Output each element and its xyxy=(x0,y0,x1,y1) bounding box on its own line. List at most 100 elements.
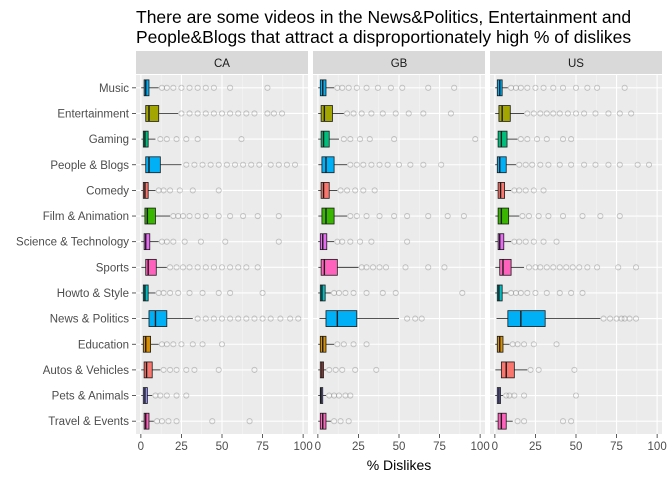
box-iqr xyxy=(148,310,168,327)
outlier-point xyxy=(194,110,201,117)
chart-title-line-2: People&Blogs that attract a disproportio… xyxy=(136,27,631,47)
outlier-point xyxy=(645,161,653,168)
x-tick-label: 50 xyxy=(216,441,229,453)
outlier-point xyxy=(227,110,234,117)
outlier-point xyxy=(420,161,427,168)
box-iqr xyxy=(145,105,160,122)
outlier-point xyxy=(517,84,524,91)
outlier-point xyxy=(358,264,365,271)
box-iqr xyxy=(143,412,150,430)
outlier-point xyxy=(189,187,196,194)
outlier-point xyxy=(516,238,523,245)
outlier-point xyxy=(173,264,180,271)
x-tick-label: 75 xyxy=(433,441,446,453)
outlier-point xyxy=(524,136,531,143)
facet-panel-gb: GB 0 25 50 75 100 xyxy=(313,51,490,453)
outlier-point xyxy=(373,366,380,373)
outlier-point xyxy=(186,212,193,220)
boxplot-pets-and-animals xyxy=(318,387,354,404)
outlier-point xyxy=(379,110,386,117)
box-iqr xyxy=(325,310,358,327)
box-iqr xyxy=(142,130,149,148)
box-iqr xyxy=(320,105,333,122)
box-iqr xyxy=(498,105,511,122)
box-iqr xyxy=(143,79,150,97)
outlier-point xyxy=(615,264,622,271)
boxplot-autos-and-vehicles xyxy=(318,361,380,379)
outlier-point xyxy=(447,110,454,117)
outlier-point xyxy=(530,110,537,117)
outlier-point xyxy=(535,366,542,373)
x-tick-label: 50 xyxy=(570,441,583,453)
outlier-point xyxy=(594,264,601,271)
outlier-point xyxy=(522,161,529,168)
outlier-point xyxy=(332,366,339,373)
outlier-point xyxy=(199,341,206,348)
outlier-point xyxy=(259,289,266,297)
outlier-point xyxy=(251,366,258,373)
outlier-point xyxy=(251,315,258,322)
box-iqr xyxy=(320,130,330,148)
outlier-point xyxy=(243,264,250,271)
outlier-point xyxy=(451,84,458,91)
x-tick-label: 75 xyxy=(610,441,623,453)
outlier-point xyxy=(572,84,580,91)
outlier-point xyxy=(363,289,370,297)
outlier-point xyxy=(392,289,399,297)
outlier-point xyxy=(235,110,242,117)
outlier-point xyxy=(248,161,255,168)
outlier-point xyxy=(339,366,346,373)
outlier-point xyxy=(407,161,414,168)
outlier-point xyxy=(514,418,521,425)
outlier-point xyxy=(170,238,177,245)
box-iqr xyxy=(321,156,335,174)
outlier-point xyxy=(524,84,531,91)
outlier-point xyxy=(391,136,398,143)
outlier-point xyxy=(438,161,445,168)
y-tick-label-howto-and-style: Howto & Style xyxy=(57,288,129,300)
x-tick-label: 100 xyxy=(471,441,490,453)
boxplot-science-and-technology xyxy=(495,233,560,251)
outlier-point xyxy=(564,110,571,117)
outlier-point xyxy=(568,289,575,297)
facet-strip xyxy=(136,51,308,74)
boxplot-film-and-animation xyxy=(495,207,623,225)
outlier-point xyxy=(158,238,166,245)
outlier-point xyxy=(368,161,375,168)
outlier-point xyxy=(210,84,217,91)
outlier-point xyxy=(569,264,576,271)
outlier-point xyxy=(517,289,524,297)
outlier-point xyxy=(537,161,544,168)
outlier-point xyxy=(326,392,333,399)
outlier-point xyxy=(210,110,217,117)
outlier-point xyxy=(545,161,552,168)
boxplot-howto-and-style xyxy=(318,284,466,302)
outlier-point xyxy=(178,110,185,117)
outlier-point xyxy=(556,110,563,117)
outlier-point xyxy=(540,187,547,194)
box-iqr xyxy=(499,258,512,276)
outlier-point xyxy=(163,136,170,143)
outlier-point xyxy=(173,136,180,143)
outlier-point xyxy=(530,341,537,348)
outlier-point xyxy=(628,110,635,117)
outlier-point xyxy=(160,187,167,194)
outlier-point xyxy=(545,212,552,220)
outlier-point xyxy=(532,289,539,297)
outlier-point xyxy=(584,84,591,91)
outlier-point xyxy=(175,212,182,220)
boxplot-entertainment xyxy=(495,105,635,122)
outlier-point xyxy=(571,366,578,373)
outlier-point xyxy=(175,289,182,297)
outlier-point xyxy=(335,289,343,297)
outlier-point xyxy=(167,366,174,373)
outlier-point xyxy=(215,366,222,373)
outlier-point xyxy=(283,161,290,168)
outlier-point xyxy=(556,161,563,168)
outlier-point xyxy=(163,392,170,399)
outlier-point xyxy=(267,161,274,168)
outlier-point xyxy=(459,289,466,297)
outlier-point xyxy=(529,161,536,168)
outlier-point xyxy=(405,110,412,117)
boxplot-education xyxy=(141,335,226,353)
